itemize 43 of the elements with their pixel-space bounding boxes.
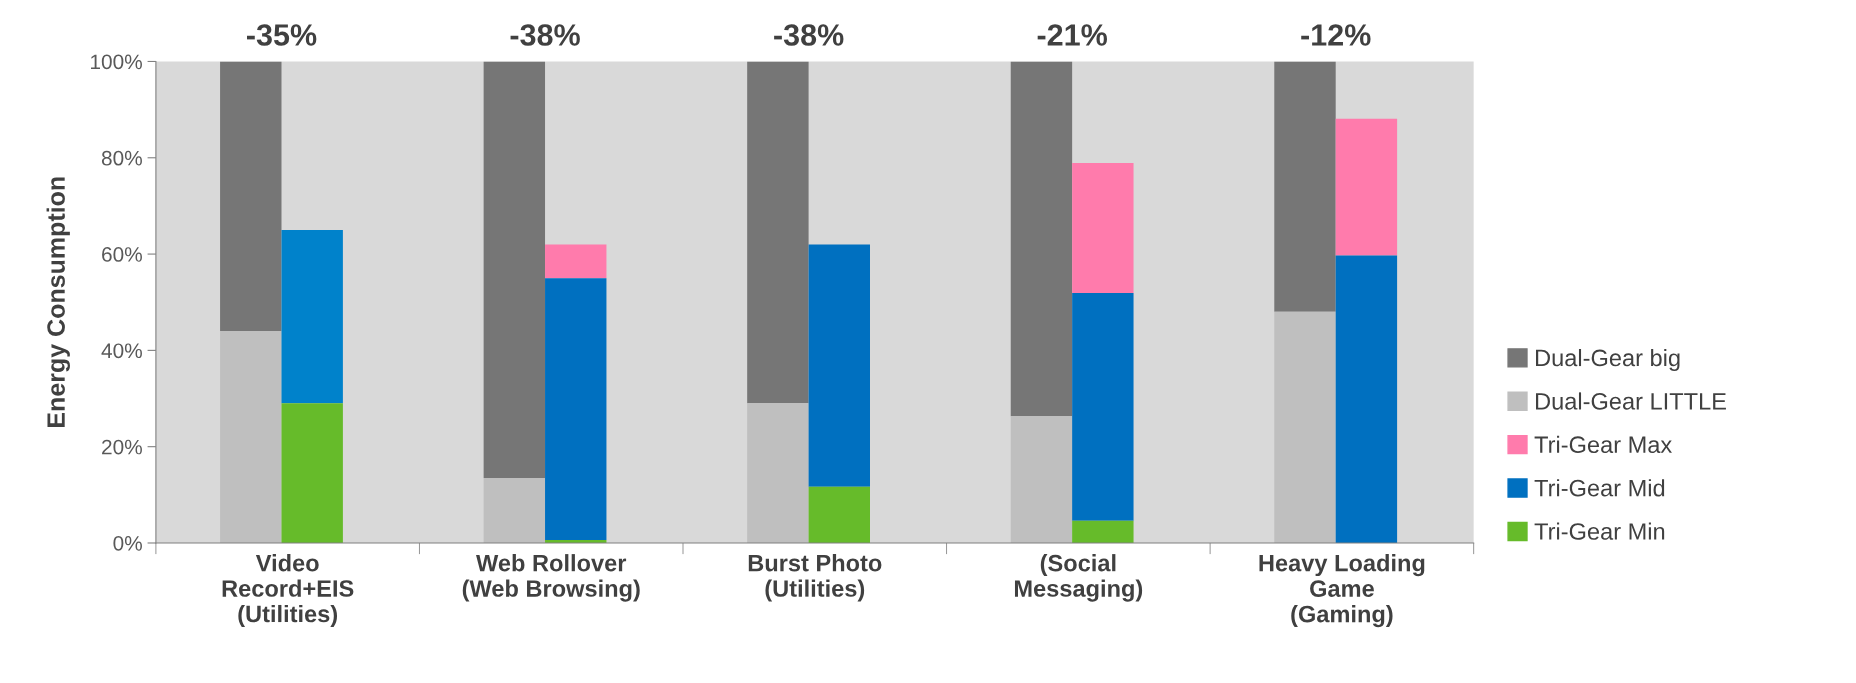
x-tick-label: Video Record+EIS (Utilities) xyxy=(222,554,354,627)
y-tick-label: 60% xyxy=(102,247,142,262)
bar xyxy=(747,61,809,404)
x-tick-label: Heavy Loading Game (Gaming) xyxy=(1259,554,1425,628)
bar xyxy=(220,331,282,543)
legend-label: Tri-Gear Max xyxy=(1534,435,1672,454)
bar xyxy=(1072,293,1134,521)
bar xyxy=(1010,416,1073,543)
text: -21% xyxy=(1037,24,1107,46)
text: -38% xyxy=(510,24,580,46)
bar xyxy=(220,61,282,332)
bar xyxy=(1335,255,1398,543)
x-tick-label: Web Rollover (Web Browsing) xyxy=(462,554,640,602)
y-axis-title: Energy Consumption xyxy=(46,177,70,427)
bar xyxy=(1072,163,1134,294)
bar xyxy=(808,244,870,487)
bar xyxy=(1274,61,1336,312)
bar xyxy=(483,61,546,478)
legend-label: Dual-Gear big xyxy=(1536,348,1680,371)
bar xyxy=(1072,520,1134,543)
bar xyxy=(747,403,809,543)
bar xyxy=(545,278,607,541)
text: -35% xyxy=(247,24,317,46)
bar xyxy=(281,230,343,404)
x-tick-label: Burst Photo (Utilities) xyxy=(748,554,882,602)
legend-label: Dual-Gear LITTLE xyxy=(1536,392,1726,410)
y-tick-label: 100% xyxy=(91,54,142,70)
bar xyxy=(1274,311,1336,543)
bar xyxy=(1010,61,1073,417)
bar xyxy=(545,244,607,279)
text: -12% xyxy=(1301,24,1371,46)
bar xyxy=(808,486,870,543)
y-tick-label: 40% xyxy=(101,343,142,359)
bar xyxy=(1335,118,1398,256)
y-tick-label: 80% xyxy=(101,150,142,166)
x-tick-label: (Social Messaging) xyxy=(1014,554,1143,602)
text: -38% xyxy=(774,24,844,46)
bar xyxy=(483,477,546,543)
legend-label: Tri-Gear Mid xyxy=(1534,479,1665,497)
bar xyxy=(281,403,343,543)
legend-label: Tri-Gear Min xyxy=(1534,522,1665,540)
y-tick-label: 20% xyxy=(102,439,142,455)
y-tick-label: 0% xyxy=(113,535,142,551)
